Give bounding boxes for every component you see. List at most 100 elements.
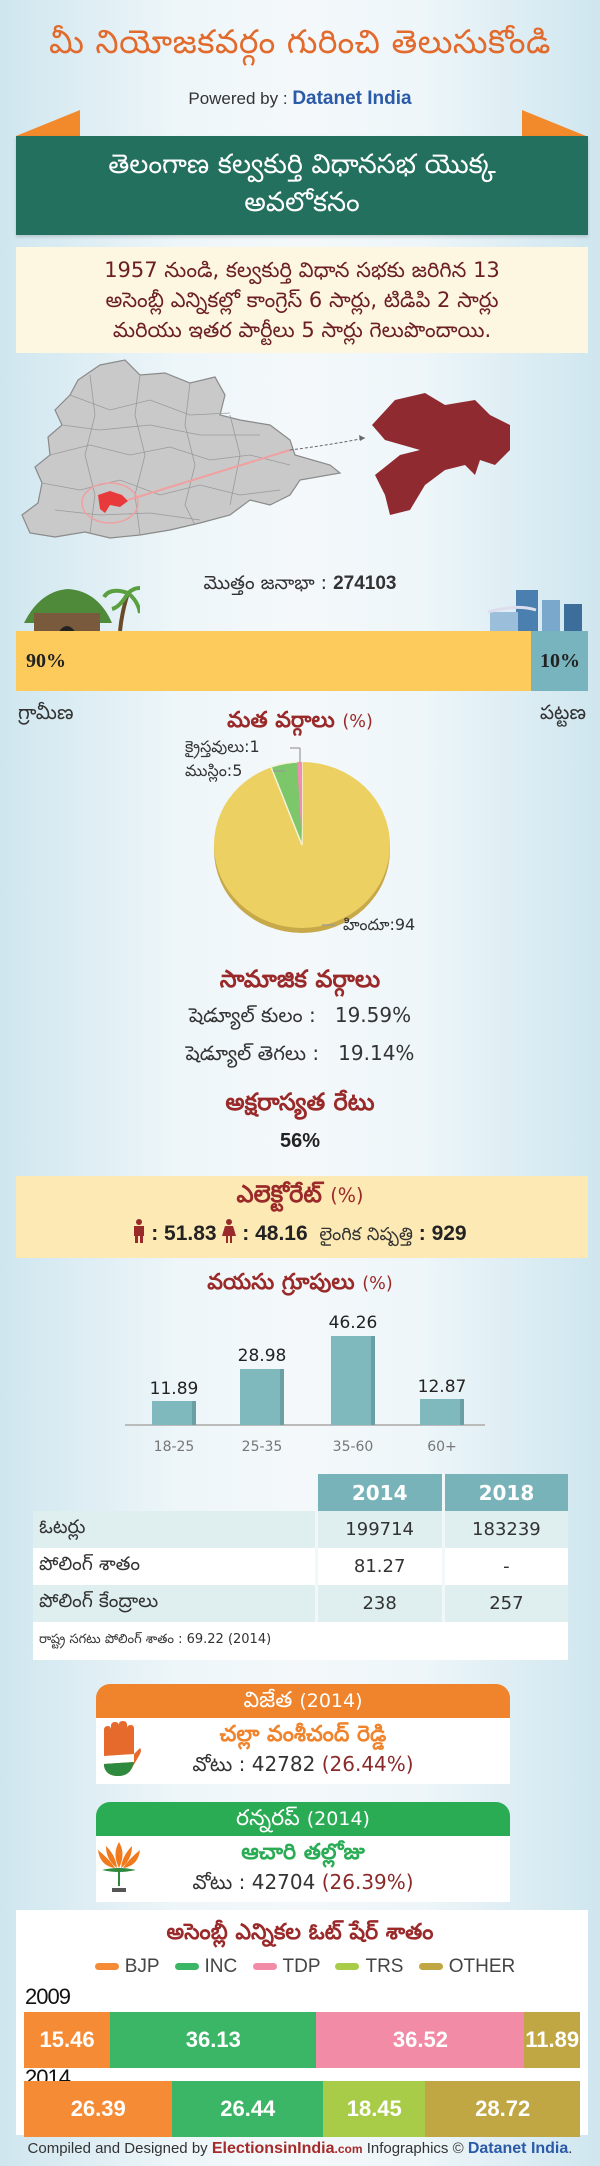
row-label-polling-pct: పోలింగ్ శాతం <box>33 1548 316 1585</box>
segment-value: 15.46 <box>39 2027 95 2052</box>
age-groups-title-text: వయసు గ్రూపులు <box>207 1270 355 1295</box>
age-bar-60-plus <box>420 1399 464 1425</box>
site-tld: .com <box>334 2142 363 2156</box>
voters-2014: 199714 <box>314 1511 444 1548</box>
table-footnote-row: రాష్ట్ర సగటు పోలింగ్ శాతం : 69.22 (2014) <box>33 1622 568 1660</box>
ribbon-fold-left <box>16 110 80 136</box>
table-row: పోలింగ్ కేంద్రాలు 238 257 <box>33 1585 568 1622</box>
segment-value: 26.44 <box>220 2096 276 2121</box>
electionsinindia-link[interactable]: ElectionsinIndia.com <box>212 2140 363 2157</box>
segment-value: 11.89 <box>525 2027 580 2052</box>
site-name: ElectionsinIndia <box>211 2140 335 2157</box>
segment-2014-bjp: 26.39 <box>24 2081 173 2137</box>
congress-hand-icon <box>104 1721 141 1776</box>
datanet-india-link[interactable]: Datanet India <box>467 2140 569 2157</box>
runner-up-body: ఆచారి తల్లోజు వోటు : 42704 (26.39%) <box>96 1836 510 1902</box>
religion-title-text: మత వర్గాలు <box>227 708 335 733</box>
voters-2018: 183239 <box>441 1511 568 1548</box>
footer-middle: Infographics © <box>362 2140 468 2157</box>
winner-name: చల్లా వంశీచంద్ రెడ్డి <box>219 1722 387 1747</box>
social-groups-title: సామాజిక వర్గాలు <box>219 965 381 993</box>
population-value: 274103 <box>333 573 397 594</box>
footer-suffix: . <box>568 2140 573 2157</box>
population-total: మొత్తం జనాభా : 274103 <box>0 572 600 599</box>
year-label-2009: 2009 <box>25 1984 71 2009</box>
female-icon <box>222 1219 237 1243</box>
legend-tdp: TDP <box>282 1956 321 1977</box>
legend-other: OTHER <box>448 1956 516 1977</box>
st-value: 19.14% <box>338 1041 415 1065</box>
polling-pct-2014: 81.27 <box>314 1548 444 1585</box>
electorate-panel <box>16 1176 588 1258</box>
electorate-unit: (%) <box>330 1184 364 1207</box>
location-map <box>0 355 600 555</box>
urban-segment: 10% <box>530 631 588 691</box>
rural-urban-bar: 90% 10% <box>16 631 588 691</box>
male-value: : 51.83 <box>151 1222 217 1245</box>
legend-swatch-bjp <box>94 1963 119 1971</box>
constituency-banner: తెలంగాణ కల్వకుర్తి విధానసభ యొక్క అవలోకనం <box>16 136 588 235</box>
winner-year: (2014) <box>299 1690 363 1712</box>
legend-swatch-trs <box>335 1963 360 1971</box>
telangana-map-icon <box>21 359 510 539</box>
runner-up-votes: వోటు : 42704 (26.39%) <box>96 1870 510 1899</box>
sc-value: 19.59% <box>334 1003 412 1027</box>
voter-stats-table: 2014 2018 ఓటర్లు 199714 183239 పోలింగ్ శ… <box>33 1474 568 1660</box>
segment-value: 36.13 <box>185 2027 241 2052</box>
vote-share-title: అసెంబ్లీ ఎన్నికల ఓట్ షేర్ శాతం <box>166 1920 434 1945</box>
intro-line-1: 1957 నుండి, కల్వకుర్తి విధాన సభకు జరిగిన… <box>104 258 500 282</box>
banner-line-1: తెలంగాణ కల్వకుర్తి విధానసభ యొక్క <box>108 149 496 180</box>
religion-pie-chart: క్రైస్తవులు:1 ముస్లిం:5 హిందూ:94 <box>150 735 450 950</box>
intro-line-2: అసెంబ్లీ ఎన్నికల్లో కాంగ్రెస్ 6 సార్లు, … <box>105 288 499 312</box>
age-bar-18-25 <box>152 1401 196 1425</box>
age-groups-unit: (%) <box>362 1274 393 1294</box>
sc-row: షెడ్యూల్ కులం : 19.59% <box>0 1003 600 1032</box>
bjp-lotus-icon <box>98 1842 140 1892</box>
hindu-label: హిందూ:94 <box>343 915 416 934</box>
rural-segment: 90% <box>16 631 531 691</box>
segment-2009-inc: 36.13 <box>110 2012 317 2068</box>
table-header-row: 2014 2018 <box>33 1474 568 1511</box>
runner-up-votes-pct: (26.39%) <box>321 1870 414 1894</box>
male-icon <box>134 1219 145 1243</box>
winner-card: విజేత (2014) చల్లా వంశీచంద్ రెడ్డి వోటు … <box>96 1684 510 1784</box>
winner-header: విజేత (2014) <box>96 1684 510 1718</box>
rural-hut-icon <box>24 586 140 633</box>
age-cat-35-60: 35-60 <box>332 1439 374 1455</box>
intro-line-3: మరియు ఇతర పార్టీలు 5 సార్లు గెలుపొందాయి. <box>112 318 492 342</box>
powered-by: Powered by : Datanet India <box>0 88 600 110</box>
legend-swatch-other <box>418 1963 443 1971</box>
legend-inc: INC <box>204 1956 238 1977</box>
winner-title: విజేత <box>243 1688 293 1713</box>
muslim-label: ముస్లిం:5 <box>185 761 243 780</box>
rural-label: గ్రామీణ <box>18 700 74 724</box>
runner-up-year: (2014) <box>306 1808 370 1830</box>
runner-up-header: రన్నరప్ (2014) <box>96 1802 510 1836</box>
segment-2014-trs: 18.45 <box>323 2081 426 2137</box>
christian-label: క్రైస్తవులు:1 <box>185 737 260 756</box>
urban-pct: 10% <box>540 649 580 672</box>
age-value-25-35: 28.98 <box>237 1346 287 1366</box>
polling-stations-2014: 238 <box>314 1585 444 1622</box>
age-groups-bar-chart: 11.89 18-25 28.98 25-35 46.26 35-60 12.8… <box>125 1313 485 1455</box>
legend-bjp: BJP <box>124 1956 160 1977</box>
winner-votes: వోటు : 42782 (26.44%) <box>96 1752 510 1781</box>
age-cat-25-35: 25-35 <box>241 1439 283 1455</box>
segment-value: 28.72 <box>475 2096 531 2121</box>
st-row: షెడ్యూల్ తెగలు : 19.14% <box>0 1041 600 1070</box>
segment-2009-other: 11.89 <box>524 2012 580 2068</box>
age-bar-35-60 <box>331 1336 375 1425</box>
age-chart-axis <box>125 1424 485 1426</box>
urban-buildings-icon <box>487 590 582 632</box>
age-groups-title: వయసు గ్రూపులు (%) <box>0 1270 600 1300</box>
segment-value: 18.45 <box>346 2096 402 2121</box>
footer-credits: Compiled and Designed by ElectionsinIndi… <box>0 2140 600 2158</box>
intro-summary: 1957 నుండి, కల్వకుర్తి విధాన సభకు జరిగిన… <box>16 247 588 353</box>
table-row: ఓటర్లు 199714 183239 <box>33 1511 568 1548</box>
population-label: మొత్తం జనాభా : <box>203 572 334 594</box>
religion-unit: (%) <box>342 712 373 732</box>
row-label-polling-stations: పోలింగ్ కేంద్రాలు <box>33 1585 316 1622</box>
polling-stations-2018: 257 <box>441 1585 568 1622</box>
ribbon-fold-right <box>522 110 586 136</box>
winner-body: చల్లా వంశీచంద్ రెడ్డి వోటు : 42782 (26.4… <box>96 1718 510 1784</box>
